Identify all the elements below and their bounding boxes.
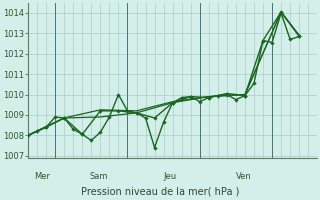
Text: Jeu: Jeu <box>163 172 176 181</box>
Text: Sam: Sam <box>90 172 108 181</box>
Text: Mer: Mer <box>34 172 50 181</box>
Text: Ven: Ven <box>236 172 251 181</box>
Text: Pression niveau de la mer( hPa ): Pression niveau de la mer( hPa ) <box>81 186 239 196</box>
